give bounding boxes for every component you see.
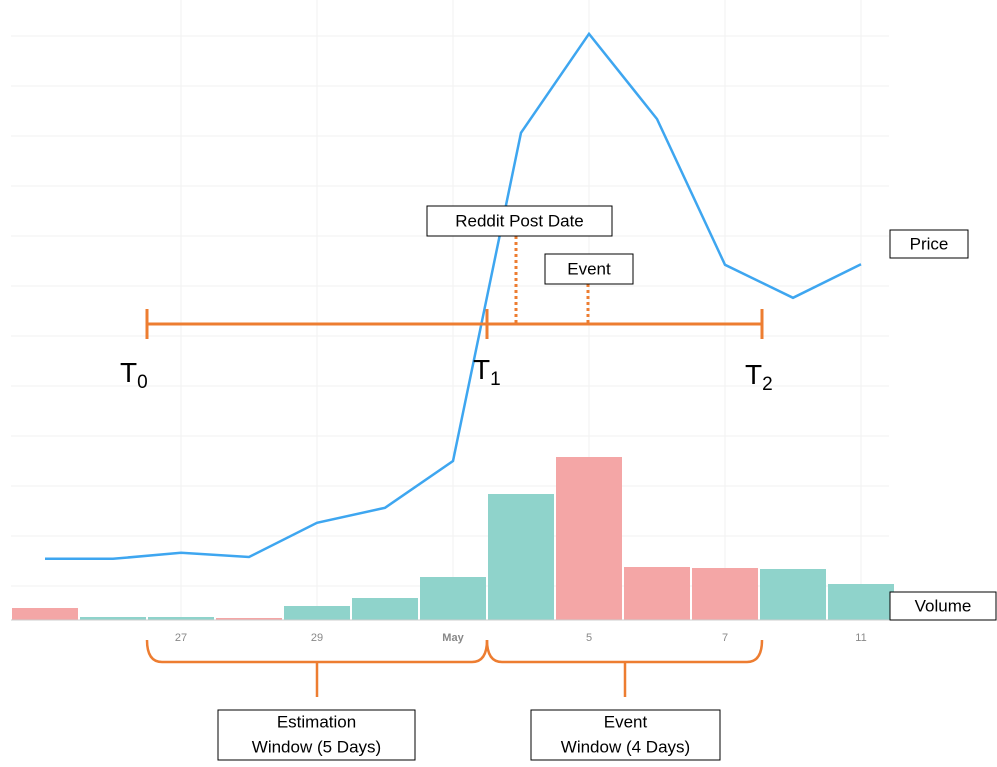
annotation-box: [426, 205, 613, 237]
marker-label: T2: [745, 359, 773, 395]
marker-sub: 2: [762, 374, 773, 395]
window-label: Estimation: [277, 712, 356, 731]
grid: 27 29 May 5 7 11: [11, 0, 889, 644]
legend-label: Price: [910, 234, 949, 253]
marker-sub: 0: [137, 372, 148, 393]
x-tick-label: 5: [586, 632, 592, 644]
price-line: [45, 31, 862, 561]
window-bracket: [485, 639, 764, 697]
volume-bar: [352, 598, 418, 620]
window-label: Window (4 Days): [561, 737, 690, 756]
marker-label: T0: [120, 357, 148, 393]
volume-bar: [12, 608, 78, 620]
legend-box: [889, 591, 997, 621]
annotation-label: Reddit Post Date: [455, 211, 584, 230]
window-box: [530, 709, 721, 761]
marker-letter: T: [473, 354, 490, 385]
volume-bar: [284, 606, 350, 620]
x-tick-label: May: [442, 632, 464, 644]
volume-bar: [420, 577, 486, 620]
volume-bar: [692, 568, 758, 620]
volume-bar: [556, 457, 622, 620]
volume-bars: [11, 457, 894, 621]
volume-bar: [828, 584, 894, 620]
marker-sub: 1: [490, 369, 501, 390]
annotation-label: Event: [567, 259, 611, 278]
marker-letter: T: [120, 357, 137, 388]
volume-bar: [488, 494, 554, 620]
window-bracket: [145, 639, 489, 697]
window-box: [217, 709, 416, 761]
volume-bar: [760, 569, 826, 620]
marker-label: T1: [473, 354, 501, 390]
legend-box: [889, 229, 969, 259]
legend-label: Volume: [915, 596, 972, 615]
x-tick-label: 29: [311, 632, 323, 644]
price-line: [45, 31, 862, 561]
volume-bar: [624, 567, 690, 620]
annotation-box: [544, 253, 634, 285]
x-tick-label: 27: [175, 632, 187, 644]
marker-letter: T: [745, 359, 762, 390]
x-tick-label: 7: [722, 632, 728, 644]
window-label: Event: [604, 712, 648, 731]
window-label: Window (5 Days): [252, 737, 381, 756]
volume-bar: [148, 617, 214, 620]
x-tick-label: 11: [855, 632, 866, 644]
volume-bar: [216, 618, 282, 620]
volume-bar: [80, 617, 146, 620]
